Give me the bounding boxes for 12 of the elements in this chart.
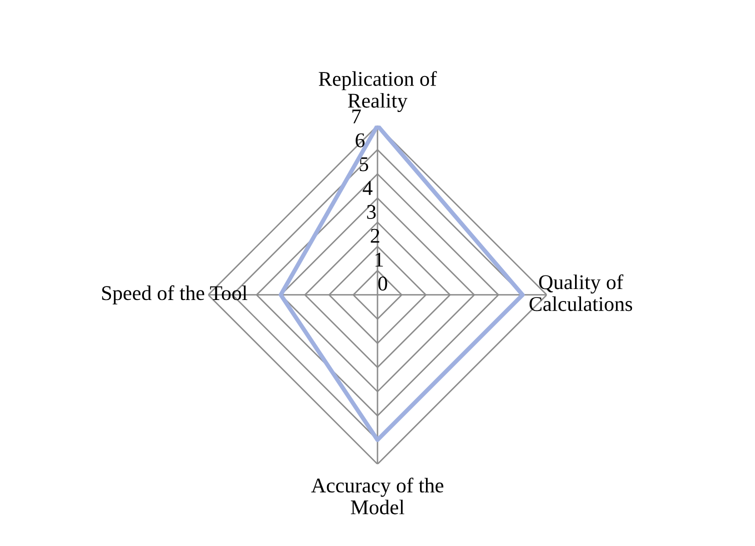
y-tick-label: 2 [370, 228, 380, 243]
y-tick-label: 5 [360, 157, 368, 172]
y-tick-label: 1 [376, 252, 383, 267]
spoke-label: Speed of the Tool [102, 285, 248, 304]
y-tick-label: 0 [378, 276, 388, 291]
spoke-label: Accuracy of the Model [311, 478, 444, 514]
spoke-label: Replication of Reality [318, 71, 437, 112]
y-tick-label: 3 [367, 204, 376, 219]
spoke-label: Quality of Calculations [530, 274, 632, 312]
y-tick-label: 6 [356, 133, 365, 148]
y-tick-label: 7 [352, 110, 361, 124]
y-tick-label: 4 [362, 181, 372, 195]
